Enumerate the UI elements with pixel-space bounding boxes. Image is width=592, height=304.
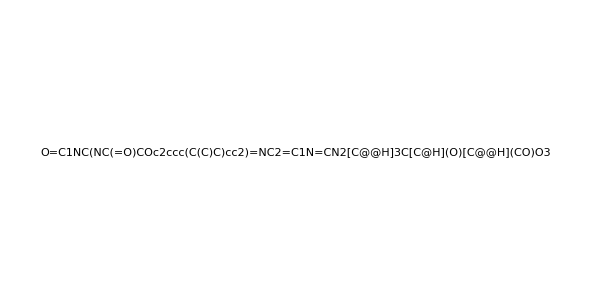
Text: O=C1NC(NC(=O)COc2ccc(C(C)C)cc2)=NC2=C1N=CN2[C@@H]3C[C@H](O)[C@@H](CO)O3: O=C1NC(NC(=O)COc2ccc(C(C)C)cc2)=NC2=C1N=… bbox=[41, 147, 551, 157]
